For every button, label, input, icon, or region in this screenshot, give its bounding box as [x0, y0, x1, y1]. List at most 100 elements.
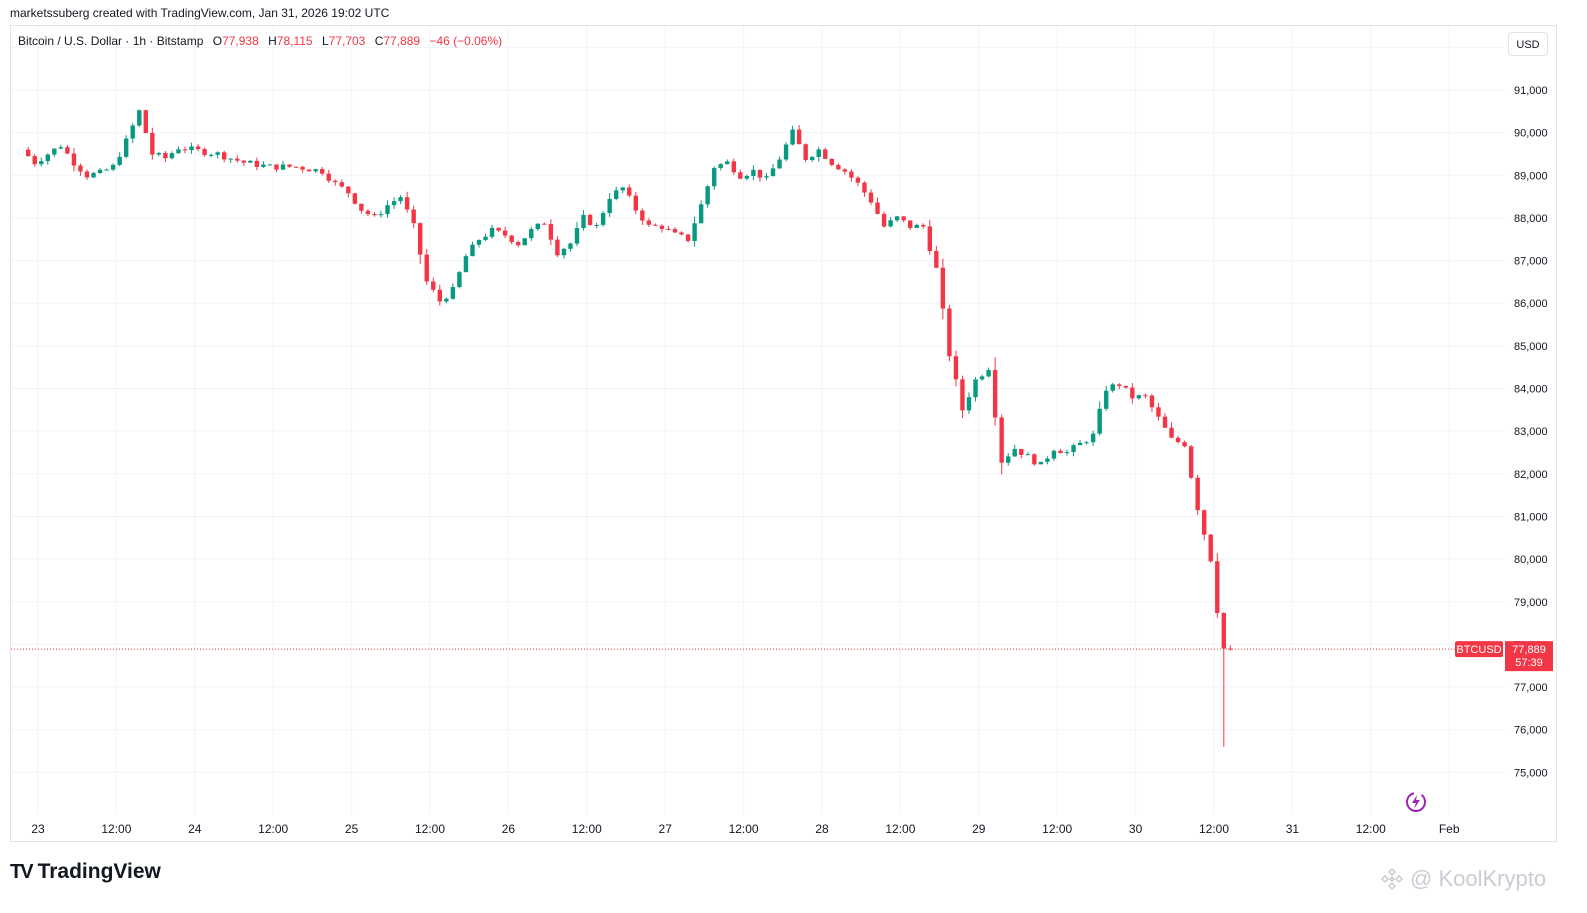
- candle-body: [796, 129, 802, 145]
- candle-body: [692, 223, 697, 241]
- candle-body: [476, 240, 482, 245]
- candle-body: [770, 168, 776, 177]
- candle-body: [718, 164, 723, 169]
- y-tick-label: 90,000: [1514, 128, 1548, 140]
- candle-body: [849, 171, 854, 178]
- candle-body: [1032, 454, 1037, 465]
- candle-body: [26, 149, 31, 157]
- x-tick-label: 27: [659, 822, 673, 836]
- low-value: 77,703: [328, 34, 366, 48]
- x-tick-label: 31: [1286, 822, 1300, 836]
- candle-body: [195, 146, 201, 150]
- candle-body: [744, 175, 750, 179]
- candle-body: [385, 205, 390, 215]
- candle-body: [110, 164, 116, 170]
- price-tag-countdown: 57:39: [1515, 657, 1543, 669]
- candle-body: [1064, 452, 1070, 454]
- candle-body: [953, 356, 959, 380]
- candle-body: [450, 287, 456, 299]
- candle-body: [633, 195, 638, 211]
- candle-body: [372, 214, 377, 216]
- candle-body: [1195, 477, 1200, 511]
- candle-body: [274, 164, 279, 170]
- candle-body: [496, 227, 501, 231]
- candle-body: [489, 227, 495, 237]
- candle-body: [934, 251, 939, 268]
- candle-body: [999, 417, 1004, 463]
- currency-button[interactable]: USD: [1508, 32, 1548, 56]
- candle-body: [378, 214, 384, 216]
- candle-body: [1149, 395, 1155, 408]
- candle-body: [359, 203, 364, 211]
- candle-body: [751, 169, 756, 176]
- candle-body: [398, 197, 403, 202]
- candle-body: [659, 225, 665, 229]
- candle-body: [1228, 648, 1233, 650]
- candle-body: [404, 197, 410, 210]
- candle-body: [313, 169, 318, 172]
- candle-body: [836, 164, 841, 170]
- high-label: H: [268, 34, 277, 48]
- candle-body: [1188, 446, 1194, 478]
- candle-body: [287, 164, 292, 167]
- x-tick-label: 12:00: [258, 822, 288, 836]
- candle-body: [679, 232, 684, 235]
- candle-body: [1221, 613, 1226, 649]
- candle-body: [391, 201, 397, 206]
- close-value: 77,889: [383, 34, 421, 48]
- candle-body: [502, 230, 508, 236]
- candle-body: [104, 169, 109, 171]
- price-tag-value: 77,889: [1512, 644, 1546, 656]
- tradingview-logo-icon: TV: [10, 860, 34, 883]
- candle-body: [1006, 456, 1011, 463]
- candle-body: [470, 244, 475, 257]
- candle-body: [300, 166, 305, 170]
- candle-body: [150, 132, 155, 155]
- x-tick-label: 12:00: [1042, 822, 1072, 836]
- close-label: C: [374, 34, 384, 48]
- symbol-label[interactable]: Bitcoin / U.S. Dollar · 1h · Bitstamp: [18, 34, 204, 48]
- candle-body: [901, 216, 906, 221]
- candle-body: [712, 168, 717, 187]
- candle-body: [261, 164, 266, 167]
- tradingview-brand[interactable]: TV TradingView: [10, 860, 161, 884]
- candle-body: [326, 173, 331, 181]
- x-tick-label: 23: [31, 822, 45, 836]
- chart-header: marketssuberg created with TradingView.c…: [10, 6, 390, 20]
- candle-body: [1130, 387, 1135, 399]
- y-tick-label: 82,000: [1514, 469, 1548, 481]
- candle-body: [1071, 445, 1076, 453]
- candle-body: [1077, 442, 1083, 446]
- candle-body: [653, 224, 658, 226]
- candle-body: [437, 289, 442, 302]
- candle-body: [1215, 561, 1220, 614]
- candle-body: [803, 144, 808, 160]
- candle-body: [973, 379, 978, 398]
- x-tick-label: 12:00: [415, 822, 445, 836]
- candle-body: [672, 228, 678, 233]
- candle-body: [881, 213, 887, 227]
- x-tick-label: 12:00: [572, 822, 602, 836]
- candle-body: [1156, 407, 1161, 417]
- candle-body: [587, 214, 593, 226]
- y-tick-label: 84,000: [1514, 384, 1548, 396]
- y-tick-label: 83,000: [1514, 426, 1548, 438]
- x-tick-label: 12:00: [1199, 822, 1229, 836]
- candle-body: [594, 224, 599, 226]
- x-tick-label: 12:00: [1356, 822, 1386, 836]
- candle-body: [725, 161, 730, 165]
- candle-body: [574, 228, 580, 244]
- x-tick-label: 12:00: [885, 822, 915, 836]
- candle-body: [855, 177, 861, 183]
- low-label: L: [321, 34, 329, 48]
- y-tick-label: 89,000: [1514, 170, 1548, 182]
- open-value: 77,938: [222, 34, 259, 48]
- lightning-bolt-icon[interactable]: [1404, 790, 1428, 814]
- candle-body: [1090, 433, 1096, 443]
- candle-body: [444, 298, 449, 302]
- candle-body: [267, 164, 273, 166]
- x-tick-label: 30: [1129, 822, 1143, 836]
- candle-body: [810, 156, 815, 160]
- candle-body: [124, 138, 129, 157]
